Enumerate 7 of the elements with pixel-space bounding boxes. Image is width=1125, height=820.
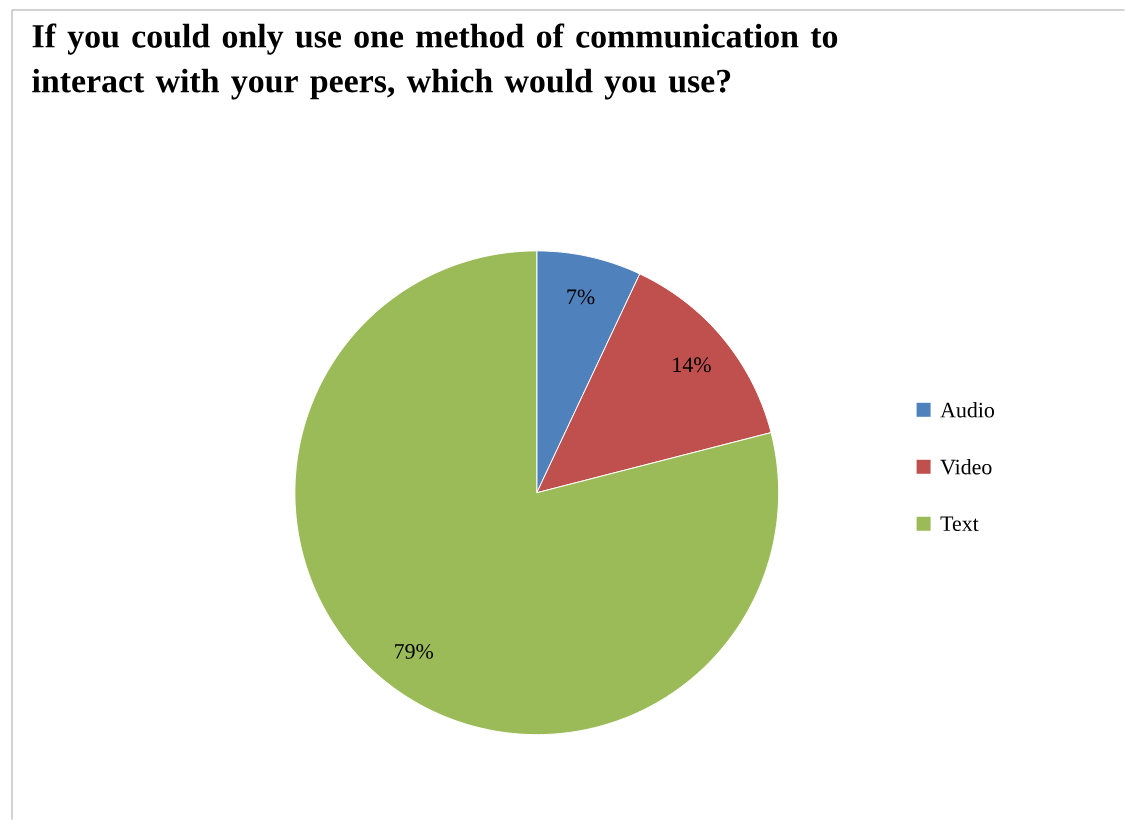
legend-label: Audio: [940, 402, 995, 418]
chart-title: If you could only use one method of communication to interact with your peers, which would you use?: [32, 23, 838, 100]
legend-label: Text: [940, 516, 979, 531]
data-label: 7%: [567, 289, 595, 305]
data-label: 79%: [395, 643, 434, 659]
data-label: 14%: [673, 357, 711, 373]
legend-label: Video: [940, 458, 992, 475]
